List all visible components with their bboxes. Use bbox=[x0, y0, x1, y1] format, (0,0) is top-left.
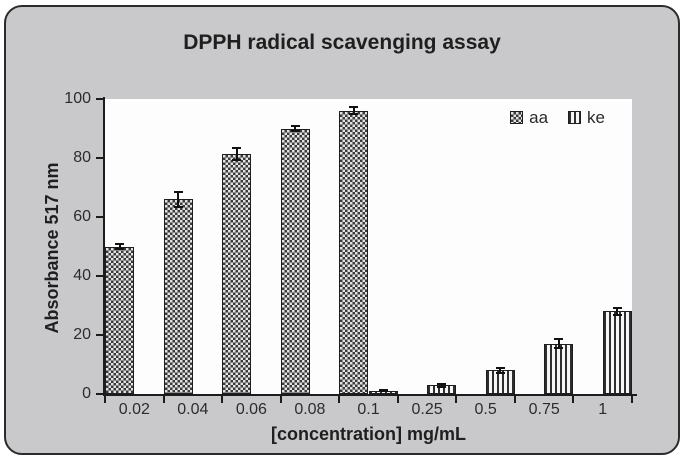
y-tick-label-60: 60 bbox=[73, 208, 91, 225]
legend-swatch-aa bbox=[510, 111, 524, 124]
error-cap-top bbox=[378, 388, 388, 391]
bar-aa-0.02 bbox=[105, 246, 135, 394]
x-tick-9 bbox=[631, 396, 633, 403]
error-cap-top bbox=[437, 382, 447, 385]
chart-frame: DPPH radical scavenging assay Absorbance… bbox=[4, 5, 680, 455]
error-cap-top bbox=[349, 106, 359, 109]
y-tick-80 bbox=[96, 157, 103, 159]
x-tick-label-0.04: 0.04 bbox=[177, 401, 209, 418]
bar-aa-0.06 bbox=[222, 153, 252, 394]
y-tick-label-20: 20 bbox=[73, 326, 91, 343]
y-tick-100 bbox=[96, 98, 103, 100]
legend-swatch-ke bbox=[568, 111, 582, 124]
x-tick-label-0.08: 0.08 bbox=[294, 401, 326, 418]
error-cap-top bbox=[495, 367, 505, 369]
error-bar-ke-0.5 bbox=[499, 368, 502, 373]
x-tick-label-1: 1 bbox=[598, 401, 608, 418]
y-axis-line bbox=[103, 97, 105, 396]
error-cap-bottom bbox=[290, 130, 300, 133]
error-bar-ke-0.25 bbox=[440, 383, 443, 387]
y-tick-label-100: 100 bbox=[64, 90, 91, 107]
x-tick-3 bbox=[279, 396, 282, 403]
error-bar-ke-0.75 bbox=[557, 339, 560, 349]
y-tick-label-80: 80 bbox=[73, 149, 91, 166]
y-tick-label-40: 40 bbox=[73, 267, 91, 284]
x-tick-1 bbox=[162, 396, 165, 403]
error-bar-aa-0.1 bbox=[352, 107, 355, 115]
y-axis-title: Absorbance 517 nm bbox=[42, 162, 62, 334]
y-tick-40 bbox=[96, 275, 103, 277]
error-cap-bottom bbox=[554, 347, 564, 350]
error-bar-ke-1 bbox=[616, 307, 619, 316]
error-cap-bottom bbox=[232, 158, 242, 161]
error-cap-top bbox=[554, 338, 564, 341]
plot-area bbox=[105, 99, 632, 394]
y-tick-60 bbox=[96, 216, 103, 218]
bar-aa-0.08 bbox=[280, 128, 310, 394]
error-cap-top bbox=[290, 124, 300, 127]
error-bar-aa-0.08 bbox=[294, 125, 297, 132]
x-tick-4 bbox=[338, 396, 341, 403]
x-tick-0 bbox=[104, 396, 106, 403]
error-bar-aa-0.06 bbox=[235, 147, 238, 160]
x-tick-label-0.25: 0.25 bbox=[411, 401, 443, 418]
error-cap-bottom bbox=[349, 113, 359, 116]
x-axis-line bbox=[103, 394, 637, 396]
bar-aa-0.1 bbox=[339, 110, 369, 394]
bar-aa-0.04 bbox=[163, 199, 193, 394]
x-tick-7 bbox=[513, 396, 516, 403]
error-cap-top bbox=[232, 146, 242, 149]
error-cap-bottom bbox=[495, 371, 505, 374]
legend-item-ke: ke bbox=[568, 109, 605, 126]
error-cap-bottom bbox=[115, 248, 125, 251]
error-cap-bottom bbox=[437, 385, 447, 388]
legend-label-ke: ke bbox=[587, 108, 605, 127]
error-cap-top bbox=[612, 306, 622, 309]
x-tick-label-0.5: 0.5 bbox=[474, 401, 497, 418]
legend: aa ke bbox=[510, 109, 605, 126]
error-cap-bottom bbox=[378, 390, 388, 393]
error-bar-aa-0.04 bbox=[177, 191, 180, 207]
y-tick-20 bbox=[96, 334, 103, 336]
error-cap-top bbox=[115, 242, 125, 245]
bar-ke-1 bbox=[602, 311, 632, 394]
chart-title: DPPH radical scavenging assay bbox=[183, 31, 501, 54]
error-cap-bottom bbox=[612, 314, 622, 317]
bar-ke-0.5 bbox=[485, 370, 515, 394]
x-tick-2 bbox=[221, 396, 224, 403]
legend-item-aa: aa bbox=[510, 109, 548, 126]
x-tick-6 bbox=[455, 396, 458, 403]
error-cap-bottom bbox=[173, 205, 183, 208]
x-tick-label-0.75: 0.75 bbox=[528, 401, 560, 418]
x-tick-5 bbox=[396, 396, 399, 403]
x-tick-label-0.1: 0.1 bbox=[357, 401, 380, 418]
error-bar-aa-0.02 bbox=[118, 243, 121, 250]
legend-label-aa: aa bbox=[529, 108, 549, 127]
error-cap-top bbox=[173, 190, 183, 193]
x-tick-label-0.06: 0.06 bbox=[235, 401, 267, 418]
x-tick-label-0.02: 0.02 bbox=[118, 401, 150, 418]
y-tick-label-0: 0 bbox=[82, 385, 91, 402]
bar-ke-0.75 bbox=[544, 343, 574, 394]
x-tick-8 bbox=[572, 396, 575, 403]
x-axis-title: [concentration] mg/mL bbox=[270, 424, 466, 444]
y-tick-0 bbox=[96, 393, 103, 395]
